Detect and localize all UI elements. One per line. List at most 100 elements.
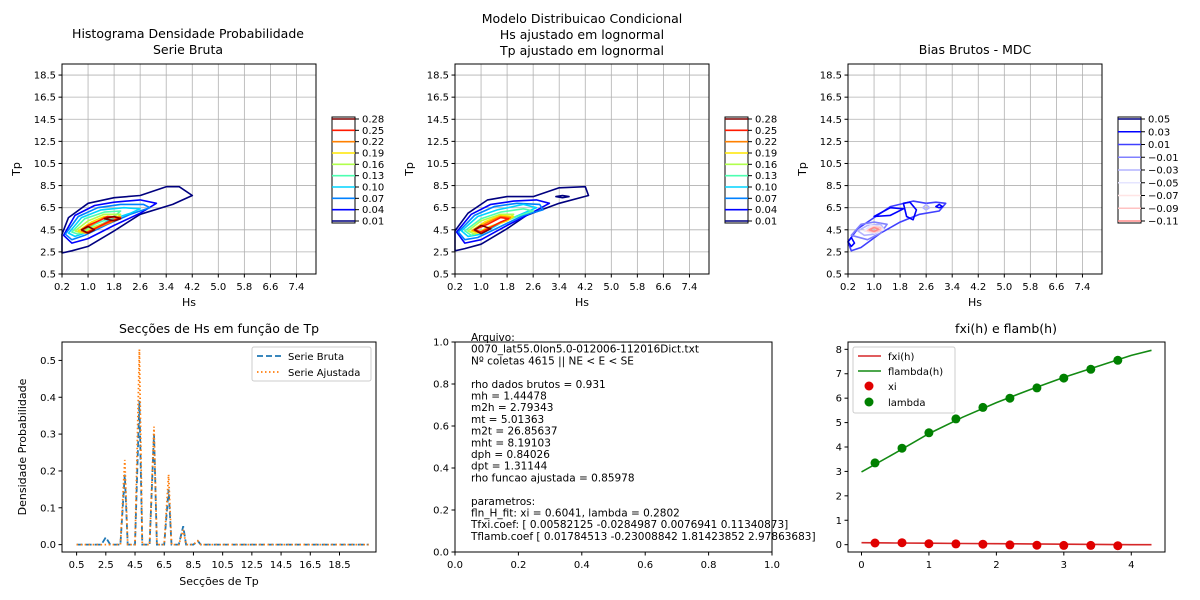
y-tick-label: 0.0 xyxy=(40,540,56,551)
contour-line xyxy=(473,216,510,233)
colorbar-label: 0.01 xyxy=(1148,140,1170,151)
grid xyxy=(454,64,709,275)
x-ticks: 0.0 0.2 0.4 0.6 0.8 1.0 xyxy=(447,552,780,571)
y-tick-label: 12.5 xyxy=(34,137,56,148)
x-tick-label: 1.0 xyxy=(764,560,780,571)
scatter-point xyxy=(1086,364,1096,374)
x-tick-label: 0.8 xyxy=(701,560,717,571)
x-tick-label: 4.2 xyxy=(577,282,593,293)
x-tick-label: 0.2 xyxy=(840,282,856,293)
series-lines xyxy=(76,349,369,546)
y-tick-label: 0.2 xyxy=(40,466,56,477)
title: fxi(h) e flamb(h) xyxy=(955,321,1057,336)
contour-lines xyxy=(847,200,947,252)
colorbar-label: 0.25 xyxy=(362,126,384,137)
legend-marker xyxy=(864,381,874,391)
title-line: Histograma Densidade Probabilidade xyxy=(72,26,304,41)
info-line: Tflamb.coef [ 0.01784513 -0.23008842 1.8… xyxy=(470,531,816,543)
y-tick-label: 0.4 xyxy=(40,393,56,404)
x-tick-label: 16.5 xyxy=(299,560,321,571)
contour-line xyxy=(80,215,122,234)
contour-line xyxy=(80,225,96,234)
contour-line xyxy=(103,215,122,222)
contour-line xyxy=(473,224,492,235)
x-tick-label: 1.0 xyxy=(866,282,882,293)
colorbar-label: 0.05 xyxy=(1148,115,1170,126)
info-line: m2h = 2.79343 xyxy=(471,402,553,414)
y-tick-label: 18.5 xyxy=(427,71,449,82)
y-ticks: 0.0 0.2 0.4 0.6 0.8 1.0 xyxy=(433,338,455,559)
x-ticks: 0.2 1.0 1.8 2.6 3.4 4.2 5.0 5.8 6.6 7.4 xyxy=(840,274,1090,293)
contour-line xyxy=(922,203,931,211)
x-tick-label: 8.5 xyxy=(185,560,201,571)
colorbar-label: 0.22 xyxy=(362,137,384,148)
colorbar-label: 0.22 xyxy=(755,137,777,148)
x-tick-label: 0.2 xyxy=(510,560,526,571)
y-tick-label: 0.1 xyxy=(40,503,56,514)
x-tick-label: 0.5 xyxy=(69,560,85,571)
y-tick-label: 4.5 xyxy=(40,225,56,236)
y-tick-label: 4.5 xyxy=(433,225,449,236)
x-tick-label: 2.5 xyxy=(98,560,114,571)
scatter-point xyxy=(951,414,961,424)
x-tick-label: 3.4 xyxy=(944,282,960,293)
scatter-point xyxy=(978,539,988,549)
title-line: Modelo Distribuicao Condicional xyxy=(482,11,683,26)
x-tick-label: 10.5 xyxy=(212,560,234,571)
x-tick-label: 6.6 xyxy=(655,282,671,293)
y-ticks: 0.5 2.5 4.5 6.5 8.5 10.5 12.5 14.5 16.5 18.5 xyxy=(427,71,455,281)
x-tick-label: 0.0 xyxy=(447,560,463,571)
x-tick-label: 5.8 xyxy=(1022,282,1038,293)
colorbar-label: 0.03 xyxy=(1148,127,1170,138)
colorbar: 0.280.250.220.190.160.130.100.070.040.01 xyxy=(331,115,384,228)
scatter-point xyxy=(951,539,961,549)
x-tick-label: 6.6 xyxy=(262,282,278,293)
x-tick-label: 14.5 xyxy=(270,560,292,571)
x-tick-label: 4.2 xyxy=(970,282,986,293)
scatter-point xyxy=(978,402,988,412)
y-ticks: 0.0 0.1 0.2 0.3 0.4 0.5 xyxy=(40,356,62,551)
x-tick-label: 1.8 xyxy=(892,282,908,293)
legend: fxi(h) flambda(h) xi lambda xyxy=(852,346,956,414)
colorbar: 0.050.03 0.01 −0.01 −0.03−0.05 −0.07 −0.09 −0.… xyxy=(1117,115,1179,228)
colorbar-label: 0.19 xyxy=(362,149,384,160)
title: Bias Brutos - MDC xyxy=(919,42,1032,57)
y-ticks: 0.5 2.5 4.5 6.5 8.5 10.5 12.5 14.5 16.5 18.5 xyxy=(820,71,848,281)
x-tick-label: 5.0 xyxy=(210,282,226,293)
y-ticks: 0.5 2.5 4.5 6.5 8.5 10.5 12.5 14.5 16.5 18.5 xyxy=(34,71,62,281)
y-tick-label: 16.5 xyxy=(34,93,56,104)
scatter-point xyxy=(1086,540,1096,550)
colorbar-frame xyxy=(331,116,356,224)
y-tick-label: 6.5 xyxy=(433,203,449,214)
info-line: 0070_lat55.0lon5.0-012006-112016Dict.txt xyxy=(471,344,699,356)
info-line: fln_H_fit: xi = 0.6041, lambda = 0.2802 xyxy=(471,508,680,520)
scatter-point xyxy=(897,443,907,453)
legend: Serie Bruta Serie Ajustada xyxy=(251,346,372,382)
colorbar-label: 0.16 xyxy=(755,160,777,171)
x-tick-label: 5.0 xyxy=(996,282,1012,293)
x-tick-label: 3.4 xyxy=(158,282,174,293)
y-tick-label: 16.5 xyxy=(820,93,842,104)
y-tick-label: 10.5 xyxy=(427,159,449,170)
contour-line xyxy=(455,199,551,244)
x-ticks: 0.5 2.5 4.5 6.5 8.5 10.5 12.5 14.5 16.5 18.5 xyxy=(69,552,351,571)
colorbar-label: −0.11 xyxy=(1148,217,1179,228)
info-line: dpt = 1.31144 xyxy=(471,461,548,473)
panel-bias: Bias Brutos - MDC 0.2 1.0 1.8 2.6 3.4 4.2 5.0 5… xyxy=(796,42,1179,309)
y-axis-label: Tp xyxy=(796,162,809,177)
legend-label: flambda(h) xyxy=(888,367,943,378)
info-line: m2t = 26.85637 xyxy=(471,426,558,438)
colorbar-label: 0.10 xyxy=(755,183,777,194)
x-axis-label: Hs xyxy=(182,296,196,309)
contour-line xyxy=(873,206,905,218)
y-tick-label: 10.5 xyxy=(34,159,56,170)
title-line: Hs ajustado em lognormal xyxy=(500,27,664,42)
x-tick-label: 3 xyxy=(1061,560,1067,571)
contour-line xyxy=(850,221,888,241)
y-tick-label: 0.8 xyxy=(433,380,449,391)
legend-marker xyxy=(864,397,874,407)
plot-frame xyxy=(454,341,773,553)
contour-line xyxy=(62,199,158,244)
y-tick-label: 5 xyxy=(836,418,842,429)
colorbar-label: 0.28 xyxy=(362,115,384,126)
